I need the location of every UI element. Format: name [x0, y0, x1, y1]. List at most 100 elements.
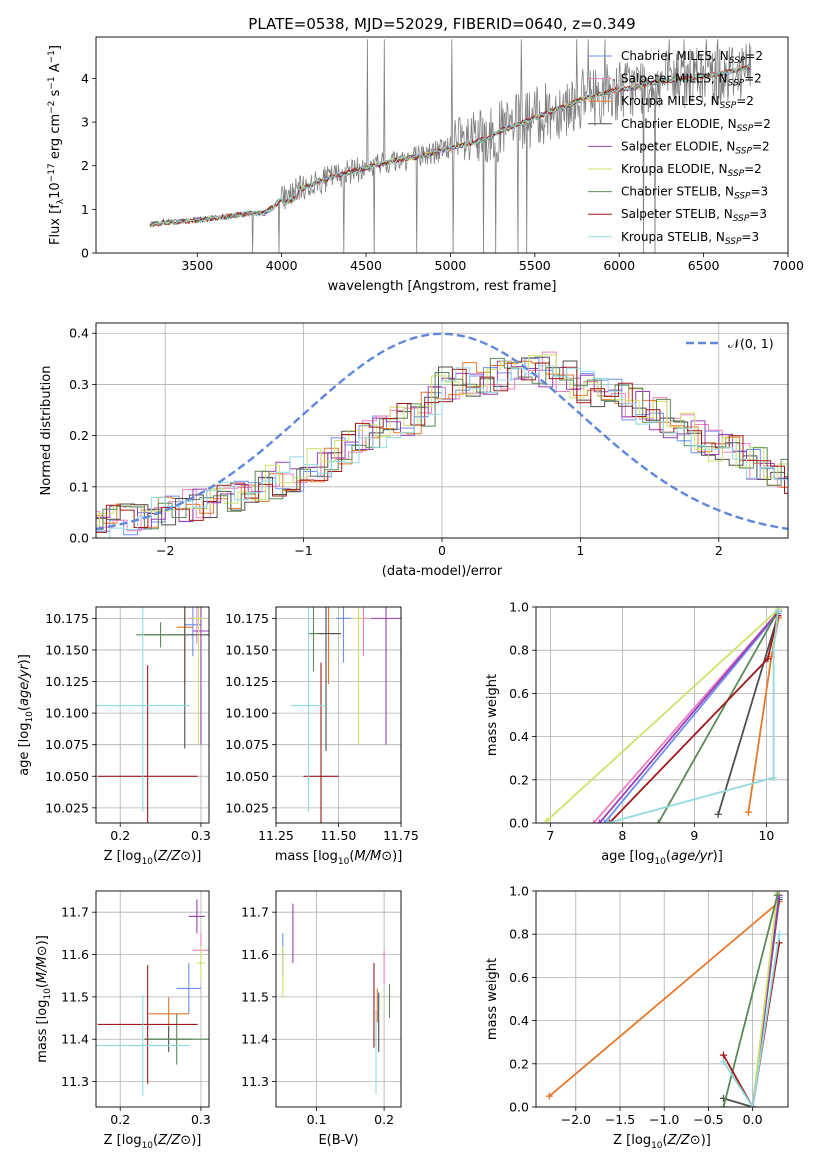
x-tick-label: −1 — [294, 543, 312, 558]
y-tick-label: 10.175 — [45, 611, 89, 626]
y-tick-label: 10.075 — [225, 737, 269, 752]
plot-area — [543, 607, 783, 823]
y-tick-label: 11.4 — [241, 1032, 269, 1047]
residual-histogram-kroupa-miles — [96, 360, 788, 528]
legend-label-salpeter-miles: Salpeter MILES, NSSP=2 — [621, 72, 762, 89]
y-tick-label: 0.2 — [509, 1056, 529, 1071]
plot-area — [96, 899, 209, 1097]
y-tick-label: 10.100 — [225, 706, 269, 721]
y-tick-label: 11.3 — [61, 1074, 89, 1089]
x-tick-label: 8 — [618, 828, 626, 843]
y-tick-label: 10.175 — [225, 611, 269, 626]
y-tick-label: 0.2 — [509, 772, 529, 787]
x-tick-label: 2 — [715, 543, 723, 558]
mass-weight-line-chabrier-stelib — [657, 610, 779, 823]
model-spectrum-salpeter-stelib — [149, 65, 752, 227]
axes-frame — [535, 890, 789, 1108]
model-spectrum-kroupa-stelib — [149, 65, 752, 226]
y-tick-label: 11.7 — [61, 905, 89, 920]
axes-frame — [95, 606, 210, 824]
y-tick-label: 10.050 — [45, 769, 89, 784]
legend-label-chabrier-stelib: Chabrier STELIB, NSSP=3 — [621, 185, 768, 202]
mass-weight-marker-chabrier-elodie — [714, 810, 722, 818]
mass-weight-marker-kroupa-stelib — [604, 819, 612, 823]
residuals-chart: −2 −1 0 1 2 0.0 0.1 0.2 0.3 0.4 (data-model)/error… — [39, 322, 789, 579]
x-axis-label: Z [log10(Z/Z⊙)] — [104, 849, 202, 867]
residual-histogram-salpeter-stelib — [96, 362, 788, 533]
x-tick-label: −1.5 — [605, 1112, 635, 1127]
y-tick-label: 1 — [81, 202, 89, 217]
x-tick-label: 5000 — [435, 258, 467, 273]
y-tick-label: 11.7 — [241, 905, 269, 920]
x-tick-label: 9 — [690, 828, 698, 843]
x-tick-label: 0.2 — [110, 1112, 130, 1127]
mass-weight-marker-salpeter-elodie — [595, 819, 603, 823]
y-tick-label: 4 — [81, 71, 89, 86]
legend-label-kroupa-elodie: Kroupa ELODIE, NSSP=2 — [621, 162, 762, 179]
x-tick-label: 6500 — [688, 258, 720, 273]
y-tick-label: 10.100 — [45, 706, 89, 721]
plot-area — [149, 39, 752, 253]
x-axis-label: E(B-V) — [318, 1133, 358, 1148]
mass-weight-line-salpeter-elodie — [598, 610, 780, 823]
y-tick-label: 1.0 — [509, 884, 529, 899]
mass-weight-line-kroupa-miles — [548, 901, 780, 1097]
x-tick-label: 0.0 — [743, 1112, 763, 1127]
mass-weight-line-kroupa-stelib — [722, 934, 781, 1107]
mass-weight-marker-kroupa-stelib — [775, 930, 783, 938]
axes-frame — [95, 36, 789, 254]
mass-weight-marker-kroupa-stelib — [774, 607, 782, 615]
age-vs-mass-chart: 11.25 11.50 11.75 10.025 10.050 10.075 10.100 1… — [225, 606, 419, 867]
mass-weight-marker-kroupa-stelib — [719, 1058, 727, 1066]
mass-weight-marker-kroupa-stelib — [770, 774, 778, 782]
x-tick-label: 6000 — [603, 258, 635, 273]
mass-weight-marker-salpeter-miles — [590, 819, 598, 823]
y-tick-label: 2 — [81, 158, 89, 173]
x-tick-label: 4000 — [266, 258, 298, 273]
x-tick-label: 5500 — [519, 258, 551, 273]
mass-weight-marker-kroupa-stelib — [749, 1103, 757, 1107]
y-tick-label: 11.6 — [61, 947, 89, 962]
mass-weight-line-chabrier-elodie — [717, 615, 779, 815]
y-tick-label: 0.3 — [69, 377, 89, 392]
mass-weight-vs-Z-chart: −2.0 −1.5 −1.0 −0.5 0.0 0.0 0.2 0.4 0.6 0.8 1.0 Z [… — [485, 884, 789, 1151]
y-axis-label: mass weight — [485, 958, 500, 1040]
y-tick-label: 10.025 — [225, 800, 269, 815]
mass-weight-marker-salpeter-stelib — [605, 819, 613, 823]
mass-vs-ebv-chart: 0.1 0.2 11.3 11.4 11.5 11.6 11.7 E(B-V) — [241, 890, 402, 1148]
y-tick-label: 0.4 — [509, 1013, 529, 1028]
mass-weight-marker-chabrier-stelib — [719, 1103, 727, 1107]
x-tick-label: −2.0 — [561, 1112, 591, 1127]
y-tick-label: 11.6 — [241, 947, 269, 962]
x-axis-label: mass [log10(M/M⊙)] — [275, 849, 403, 867]
residual-histogram-chabrier-stelib — [96, 357, 788, 530]
y-tick-label: 0.8 — [509, 643, 529, 658]
y-tick-label: 10.150 — [45, 642, 89, 657]
x-axis-label: (data-model)/error — [382, 564, 503, 579]
x-tick-label: 0.3 — [191, 1112, 211, 1127]
plot-area — [96, 332, 788, 538]
y-tick-label: 0.1 — [69, 479, 89, 494]
mass-weight-marker-salpeter-stelib — [775, 939, 783, 947]
x-tick-label: 7000 — [772, 258, 804, 273]
mass-weight-marker-chabrier-miles — [600, 819, 608, 823]
y-tick-label: 11.5 — [61, 989, 89, 1004]
x-tick-label: 0 — [438, 543, 446, 558]
y-tick-label: 0.0 — [509, 816, 529, 831]
mass-weight-line-chabrier-miles — [603, 612, 779, 823]
plot-area — [291, 607, 401, 823]
x-tick-label: −1.0 — [649, 1112, 679, 1127]
mass-weight-vs-age-chart: 7 8 9 10 0.0 0.2 0.4 0.6 0.8 1.0 age [log10(age/yr… — [485, 600, 789, 867]
axes-frame — [535, 606, 789, 824]
y-tick-label: 0.8 — [509, 927, 529, 942]
axes-frame — [275, 606, 402, 824]
legend-label-chabrier-elodie: Chabrier ELODIE, NSSP=2 — [621, 117, 771, 134]
x-axis-label: wavelength [Angstrom, rest frame] — [328, 279, 557, 294]
plot-area — [96, 607, 209, 823]
legend-normal-label: 𝒩(0, 1) — [728, 336, 774, 351]
y-tick-label: 11.5 — [241, 989, 269, 1004]
y-tick-label: 0 — [81, 246, 89, 261]
x-tick-label: 11.50 — [321, 828, 357, 843]
x-axis-label: Z [log10(Z/Z⊙)] — [104, 1133, 202, 1151]
